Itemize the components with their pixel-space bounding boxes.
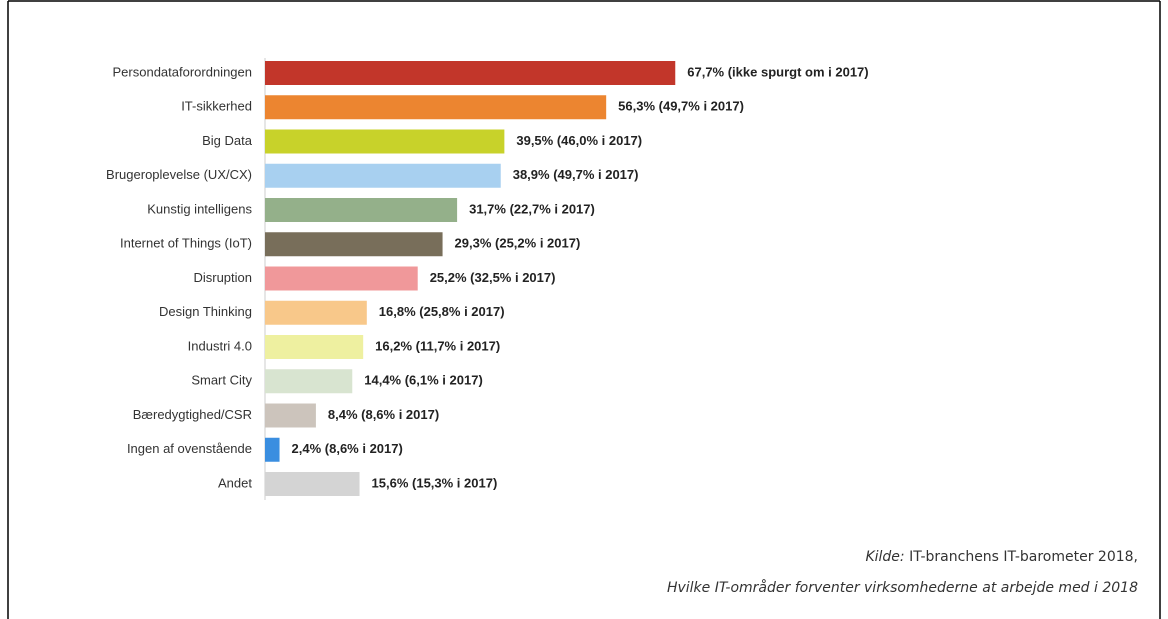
value-label: 29,3% (25,2% i 2017) xyxy=(455,236,581,251)
category-label: Smart City xyxy=(191,373,252,388)
value-label: 2,4% (8,6% i 2017) xyxy=(292,441,403,456)
value-label: 25,2% (32,5% i 2017) xyxy=(430,270,556,285)
value-label: 14,4% (6,1% i 2017) xyxy=(364,373,483,388)
bar xyxy=(265,300,367,325)
value-label: 39,5% (46,0% i 2017) xyxy=(516,133,642,148)
bar xyxy=(265,129,505,154)
category-label: Big Data xyxy=(202,133,253,148)
category-label: Brugeroplevelse (UX/CX) xyxy=(106,167,252,182)
category-label: Industri 4.0 xyxy=(188,338,252,353)
value-label: 16,8% (25,8% i 2017) xyxy=(379,304,505,319)
value-label: 67,7% (ikke spurgt om i 2017) xyxy=(687,64,868,79)
category-label: Persondataforordningen xyxy=(113,64,253,79)
value-label: 38,9% (49,7% i 2017) xyxy=(513,167,639,182)
bar xyxy=(265,61,676,85)
bar xyxy=(265,95,607,120)
category-label: Internet of Things (IoT) xyxy=(120,236,252,251)
value-label: 56,3% (49,7% i 2017) xyxy=(618,99,744,114)
category-label: Andet xyxy=(218,475,252,490)
bar xyxy=(265,198,458,222)
bar xyxy=(265,335,364,359)
caption-label: Kilde: xyxy=(865,549,904,565)
value-label: 16,2% (11,7% i 2017) xyxy=(375,338,500,353)
bar xyxy=(265,266,418,291)
bar xyxy=(265,163,501,188)
category-label: Kunstig intelligens xyxy=(147,201,252,216)
caption-line: Hvilke IT-områder forventer virksomheder… xyxy=(667,579,1138,596)
category-label: Ingen af ovenstående xyxy=(127,441,252,456)
bar xyxy=(265,437,280,462)
value-label: 15,6% (15,3% i 2017) xyxy=(372,475,498,490)
category-label: Disruption xyxy=(193,270,252,285)
category-label: IT-sikkerhed xyxy=(181,99,252,114)
value-label: 8,4% (8,6% i 2017) xyxy=(328,407,439,422)
caption-text: IT-branchens IT-barometer 2018, xyxy=(909,549,1138,565)
caption: Kilde: IT-branchens IT-barometer 2018, xyxy=(865,549,1138,565)
bar xyxy=(265,472,360,496)
category-label: Design Thinking xyxy=(159,304,252,319)
bar xyxy=(265,369,353,394)
bar xyxy=(265,232,443,257)
bar xyxy=(265,403,316,428)
value-label: 31,7% (22,7% i 2017) xyxy=(469,201,595,216)
category-label: Bæredygtighed/CSR xyxy=(133,407,252,422)
